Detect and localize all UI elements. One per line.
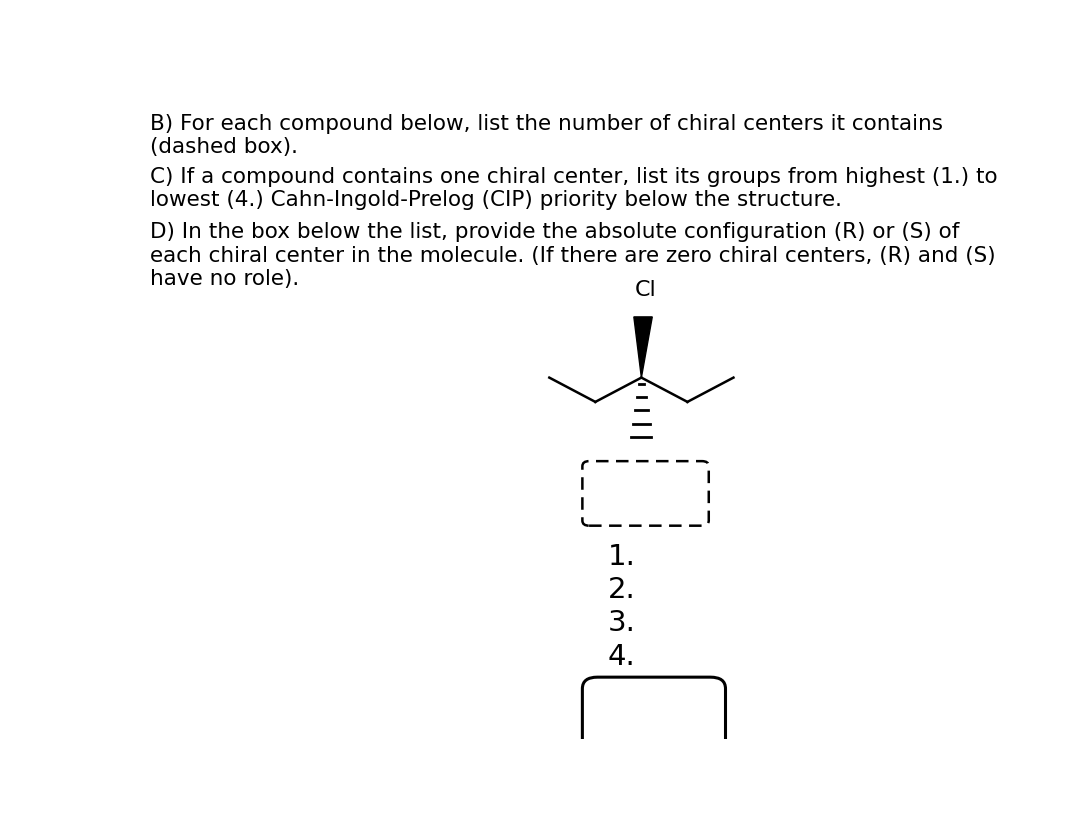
Text: D) In the box below the list, provide the absolute configuration (R) or (S) of
e: D) In the box below the list, provide th… xyxy=(150,222,996,289)
Text: 3.: 3. xyxy=(608,609,636,637)
Text: 4.: 4. xyxy=(608,642,636,671)
Text: B) For each compound below, list the number of chiral centers it contains
(dashe: B) For each compound below, list the num… xyxy=(150,114,943,157)
Text: C) If a compound contains one chiral center, list its groups from highest (1.) t: C) If a compound contains one chiral cen… xyxy=(150,167,998,210)
Polygon shape xyxy=(634,317,652,378)
Text: 2.: 2. xyxy=(608,576,636,604)
Text: Cl: Cl xyxy=(635,280,657,300)
Text: 1.: 1. xyxy=(608,543,636,571)
